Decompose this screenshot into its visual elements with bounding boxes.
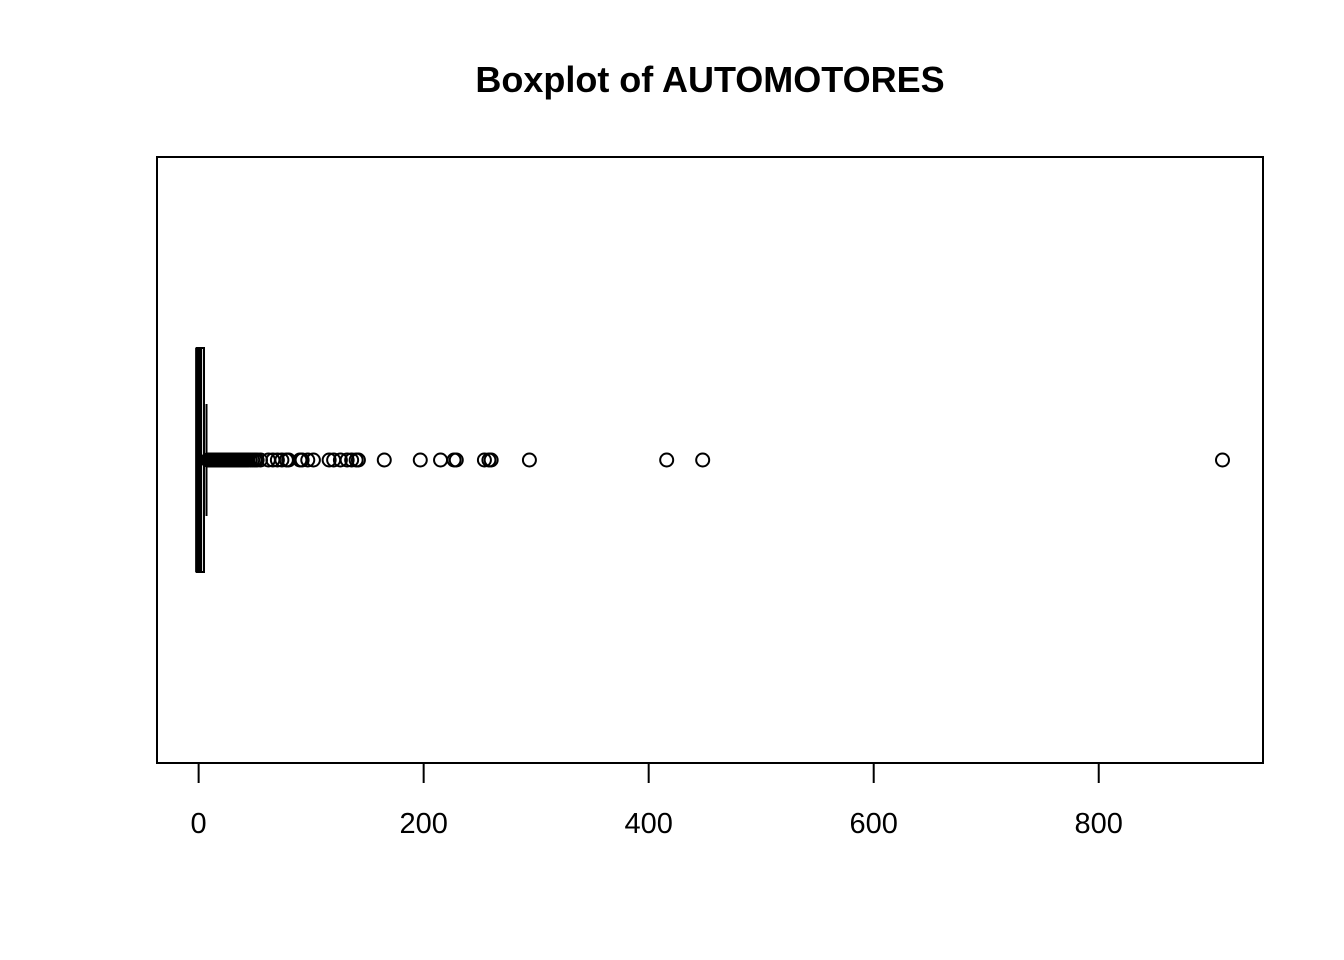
outlier-point (476, 452, 492, 468)
x-tick-label: 400 (624, 808, 672, 840)
outlier-point (376, 452, 392, 468)
x-tick-label: 0 (191, 808, 207, 840)
outlier-point (332, 452, 348, 468)
outlier-point (448, 452, 464, 468)
outlier-point (659, 452, 675, 468)
outlier-point (269, 452, 285, 468)
outlier-point (321, 452, 337, 468)
x-axis: 0 200 400 600 800 (191, 762, 1123, 840)
outlier-group (200, 452, 1230, 468)
outlier-point (433, 452, 449, 468)
x-tick-label: 200 (399, 808, 447, 840)
outlier-point (483, 452, 499, 468)
outlier-point (1214, 452, 1230, 468)
x-tick-label: 600 (850, 808, 898, 840)
x-tick-label: 800 (1075, 808, 1123, 840)
outlier-point (294, 452, 310, 468)
outlier-point (412, 452, 428, 468)
outlier-point (300, 452, 316, 468)
outlier-point (344, 452, 360, 468)
chart-title: Boxplot of AUTOMOTORES (475, 59, 944, 100)
outlier-point (695, 452, 711, 468)
outlier-point (339, 452, 355, 468)
outlier-point (274, 452, 290, 468)
outlier-point (305, 452, 321, 468)
outlier-point (350, 452, 366, 468)
outlier-point (521, 452, 537, 468)
